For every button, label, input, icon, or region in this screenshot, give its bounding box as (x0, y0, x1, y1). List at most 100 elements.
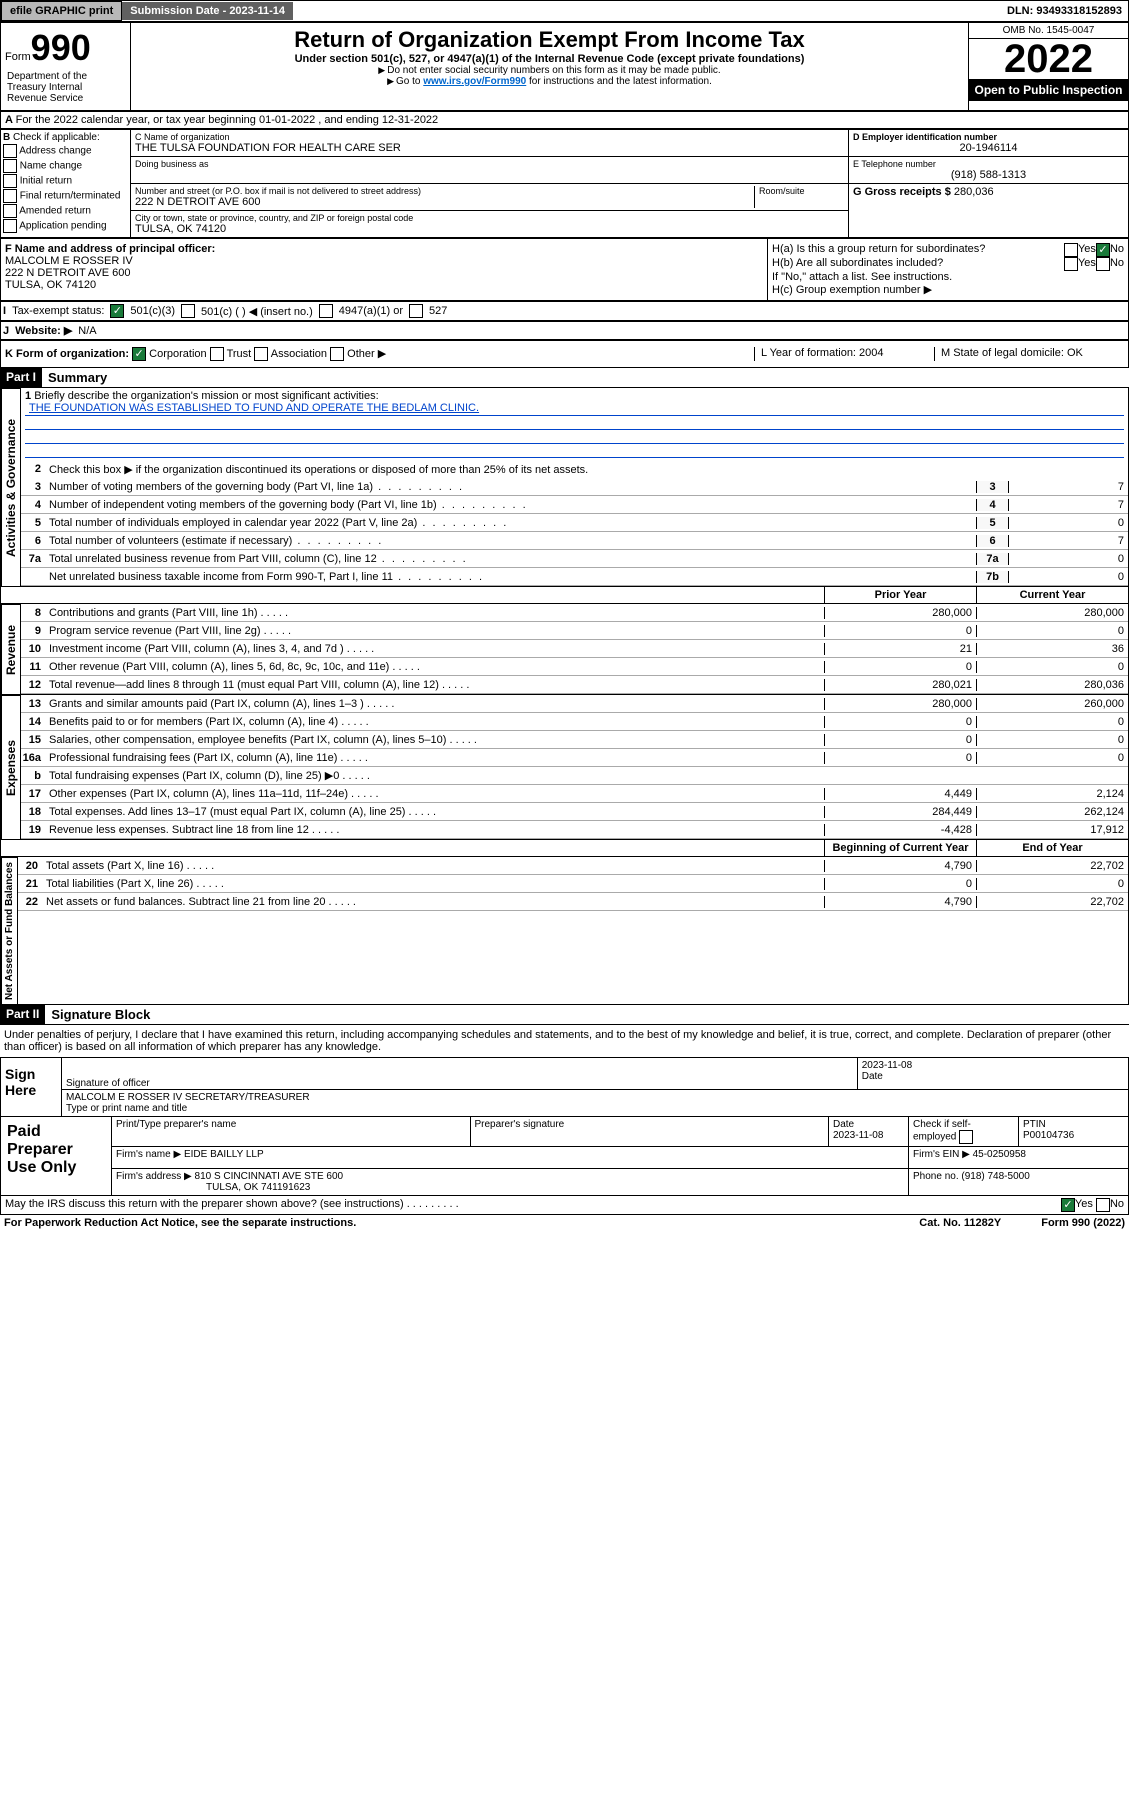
assoc-checkbox[interactable] (254, 347, 268, 361)
mission-text: THE FOUNDATION WAS ESTABLISHED TO FUND A… (25, 402, 1124, 416)
section-fh: F Name and address of principal officer:… (0, 238, 1129, 301)
officer-print-name: MALCOLM E ROSSER IV SECRETARY/TREASURER (66, 1092, 1124, 1103)
boy-header: Beginning of Current Year (824, 840, 976, 856)
501c3-checkbox[interactable]: ✓ (110, 304, 124, 318)
gross-receipts-label: G Gross receipts $ (853, 186, 951, 198)
prior-value: 4,790 (824, 896, 976, 908)
summary-line: Number of voting members of the governin… (45, 479, 976, 495)
cat-no: Cat. No. 11282Y (919, 1217, 1001, 1229)
prior-value: 280,000 (824, 698, 976, 710)
application-pending-checkbox[interactable] (3, 219, 17, 233)
efile-print-button[interactable]: efile GRAPHIC print (1, 1, 122, 21)
trust-checkbox[interactable] (210, 347, 224, 361)
vtab-governance: Activities & Governance (1, 388, 21, 586)
current-value: 0 (976, 625, 1128, 637)
initial-return-checkbox[interactable] (3, 174, 17, 188)
firm-phone: Phone no. (918) 748-5000 (908, 1169, 1128, 1195)
tax-year: 2022 (969, 39, 1128, 79)
summary-line: Other revenue (Part VIII, column (A), li… (45, 659, 824, 675)
vtab-netassets: Net Assets or Fund Balances (1, 857, 18, 1004)
firm-addr2: TULSA, OK 741191623 (206, 1182, 310, 1193)
form-subtitle: Under section 501(c), 527, or 4947(a)(1)… (139, 53, 960, 65)
prior-value: 0 (824, 734, 976, 746)
org-name: THE TULSA FOUNDATION FOR HEALTH CARE SER (135, 142, 844, 154)
org-name-label: C Name of organization (135, 132, 844, 142)
part2-title: Signature Block (45, 1005, 1129, 1025)
form-footer: Form 990 (2022) (1041, 1217, 1125, 1229)
open-public-badge: Open to Public Inspection (969, 79, 1128, 101)
prior-value: 280,000 (824, 607, 976, 619)
firm-ein: Firm's EIN ▶ 45-0250958 (908, 1147, 1128, 1168)
website-value: N/A (78, 325, 96, 337)
current-year-header: Current Year (976, 587, 1128, 603)
dba-label: Doing business as (135, 159, 844, 169)
current-value: 0 (976, 878, 1128, 890)
prior-value: 0 (824, 878, 976, 890)
row-j: JWebsite: ▶ N/A (0, 321, 1129, 340)
prior-value: 280,021 (824, 679, 976, 691)
current-value: 36 (976, 643, 1128, 655)
527-checkbox[interactable] (409, 304, 423, 318)
sign-here-block: Sign Here Signature of officer 2023-11-0… (0, 1057, 1129, 1117)
summary-body: Activities & Governance 1 Briefly descri… (0, 388, 1129, 1005)
501c-checkbox[interactable] (181, 304, 195, 318)
summary-line: Total fundraising expenses (Part IX, col… (45, 767, 824, 784)
summary-line: Total liabilities (Part X, line 26) . . … (42, 876, 824, 892)
irs-link[interactable]: www.irs.gov/Form990 (423, 76, 526, 87)
vtab-revenue: Revenue (1, 604, 21, 694)
name-change-checkbox[interactable] (3, 159, 17, 173)
current-value: 260,000 (976, 698, 1128, 710)
sig-officer-label: Signature of officer (66, 1078, 150, 1089)
discuss-no-checkbox[interactable] (1096, 1198, 1110, 1212)
prep-name-label: Print/Type preparer's name (111, 1117, 470, 1146)
summary-line: Net unrelated business taxable income fr… (45, 569, 976, 585)
street-value: 222 N DETROIT AVE 600 (135, 196, 754, 208)
hb-no-checkbox[interactable] (1096, 257, 1110, 271)
summary-line: Professional fundraising fees (Part IX, … (45, 750, 824, 766)
prep-sig-label: Preparer's signature (470, 1117, 829, 1146)
summary-line: Net assets or fund balances. Subtract li… (42, 894, 824, 910)
prior-value: -4,428 (824, 824, 976, 836)
sig-date: 2023-11-08 (862, 1060, 1124, 1071)
self-employed-checkbox[interactable] (959, 1130, 973, 1144)
ssn-note: Do not enter social security numbers on … (139, 65, 960, 76)
vtab-expenses: Expenses (1, 695, 21, 839)
current-value: 22,702 (976, 896, 1128, 908)
part2-header: Part II (0, 1005, 45, 1025)
hc-label: H(c) Group exemption number ▶ (772, 283, 1124, 296)
officer-print-label: Type or print name and title (66, 1103, 1124, 1114)
hb-yes-checkbox[interactable] (1064, 257, 1078, 271)
current-value: 2,124 (976, 788, 1128, 800)
other-checkbox[interactable] (330, 347, 344, 361)
website-label: Website: ▶ (15, 324, 72, 337)
summary-line: Number of independent voting members of … (45, 497, 976, 513)
ha-no-checkbox[interactable]: ✓ (1096, 243, 1110, 257)
address-change-checkbox[interactable] (3, 144, 17, 158)
ein-label: D Employer identification number (853, 132, 1124, 142)
firm-name: EIDE BAILLY LLP (184, 1149, 264, 1160)
year-formation: L Year of formation: 2004 (754, 347, 934, 361)
summary-line: Total revenue—add lines 8 through 11 (mu… (45, 677, 824, 693)
discuss-yes-checkbox[interactable]: ✓ (1061, 1198, 1075, 1212)
pra-notice: For Paperwork Reduction Act Notice, see … (4, 1217, 919, 1229)
corp-checkbox[interactable]: ✓ (132, 347, 146, 361)
phone-label: E Telephone number (853, 159, 1124, 169)
summary-value: 0 (1008, 553, 1128, 565)
state-domicile: M State of legal domicile: OK (934, 347, 1124, 361)
row-klm: K Form of organization: ✓ Corporation Tr… (0, 340, 1129, 368)
current-value: 17,912 (976, 824, 1128, 836)
ha-yes-checkbox[interactable] (1064, 243, 1078, 257)
summary-line: Total number of volunteers (estimate if … (45, 533, 976, 549)
current-value: 0 (976, 752, 1128, 764)
perjury-declaration: Under penalties of perjury, I declare th… (0, 1025, 1129, 1057)
current-value: 0 (976, 734, 1128, 746)
summary-line: Grants and similar amounts paid (Part IX… (45, 696, 824, 712)
dln-label: DLN: 93493318152893 (1001, 2, 1128, 20)
paid-preparer-label: Paid Preparer Use Only (1, 1117, 111, 1195)
final-return-checkbox[interactable] (3, 189, 17, 203)
amended-return-checkbox[interactable] (3, 204, 17, 218)
irs-discuss-question: May the IRS discuss this return with the… (5, 1198, 1061, 1212)
current-value: 280,036 (976, 679, 1128, 691)
goto-note: Go to www.irs.gov/Form990 for instructio… (139, 76, 960, 87)
4947-checkbox[interactable] (319, 304, 333, 318)
